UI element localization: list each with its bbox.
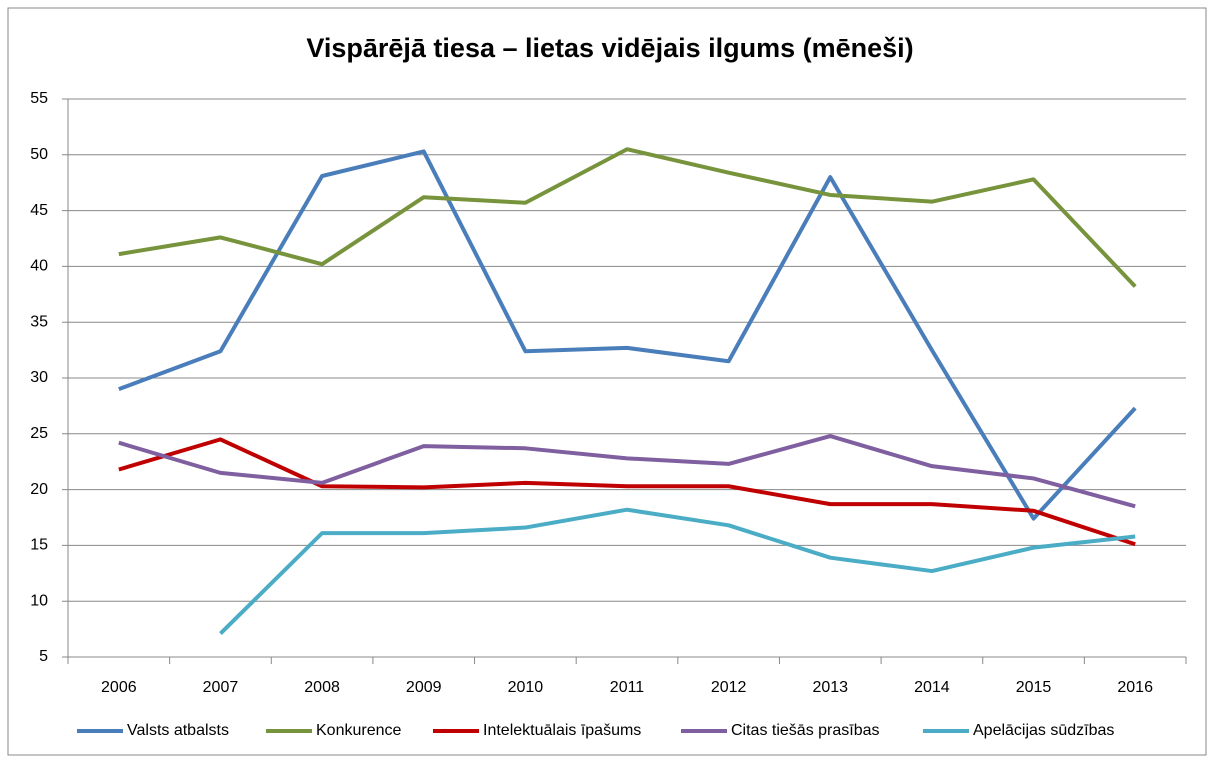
y-tick-label: 10 bbox=[30, 592, 48, 609]
series-line bbox=[219, 507, 1136, 635]
legend-label: Valsts atbalsts bbox=[127, 722, 229, 739]
y-tick-label: 35 bbox=[30, 313, 48, 330]
legend-label: Apelācijas sūdzības bbox=[973, 722, 1114, 739]
x-tick-label: 2013 bbox=[812, 679, 848, 696]
x-tick-label: 2007 bbox=[203, 679, 239, 696]
chart-title: Vispārējā tiesa – lietas vidējais ilgums… bbox=[306, 33, 913, 63]
y-tick-label: 45 bbox=[30, 202, 48, 219]
y-tick-label: 20 bbox=[30, 481, 48, 498]
y-tick-label: 50 bbox=[30, 146, 48, 163]
legend-label: Citas tiešās prasības bbox=[731, 722, 880, 739]
x-tick-label: 2006 bbox=[101, 679, 137, 696]
chart-border bbox=[7, 7, 1207, 756]
x-tick-label: 2014 bbox=[914, 679, 950, 696]
series-line bbox=[118, 437, 1136, 547]
y-tick-label: 30 bbox=[30, 369, 48, 386]
legend-label: Intelektuālais īpašums bbox=[483, 722, 641, 739]
x-tick-label: 2010 bbox=[508, 679, 544, 696]
y-tick-label: 15 bbox=[30, 537, 48, 554]
x-tick-label: 2008 bbox=[304, 679, 340, 696]
series-line bbox=[118, 434, 1136, 509]
x-tick-label: 2012 bbox=[711, 679, 747, 696]
x-tick-label: 2009 bbox=[406, 679, 442, 696]
x-tick-label: 2016 bbox=[1117, 679, 1153, 696]
y-tick-label: 55 bbox=[30, 90, 48, 107]
y-tick-label: 40 bbox=[30, 258, 48, 275]
legend-label: Konkurence bbox=[316, 722, 401, 739]
y-tick-label: 5 bbox=[39, 648, 48, 665]
series-line bbox=[118, 147, 1137, 288]
series-line bbox=[118, 149, 1137, 521]
x-tick-label: 2015 bbox=[1016, 679, 1052, 696]
y-tick-label: 25 bbox=[30, 425, 48, 442]
x-tick-label: 2011 bbox=[610, 679, 645, 696]
